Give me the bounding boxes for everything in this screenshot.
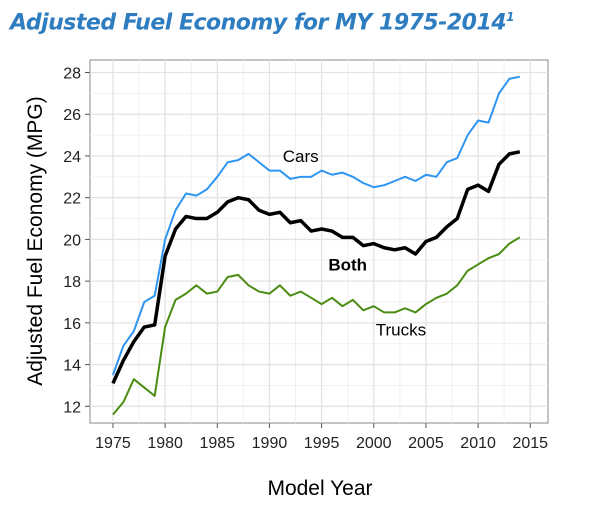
y-tick-label: 28 (63, 66, 81, 83)
title-footnote-mark: 1 (506, 10, 514, 24)
chart-title-text: Adjusted Fuel Economy for MY 1975-2014 (10, 10, 507, 36)
y-axis-label: Adjusted Fuel Economy (MPG) (24, 96, 47, 385)
x-tick-label: 1975 (95, 435, 131, 452)
x-tick-label: 1980 (147, 435, 183, 452)
y-tick-label: 16 (63, 316, 81, 333)
x-tick-label: 2010 (460, 435, 496, 452)
y-tick-label: 12 (63, 399, 81, 416)
y-tick-label: 22 (63, 191, 81, 208)
x-tick-label: 2000 (356, 435, 392, 452)
y-tick-label: 14 (63, 358, 81, 375)
chart-title: Adjusted Fuel Economy for MY 1975-20141 (10, 10, 514, 35)
plot-frame (89, 59, 549, 424)
y-tick-label: 20 (63, 232, 81, 249)
series-label-cars: Cars (283, 147, 319, 166)
x-tick-label: 2005 (408, 435, 444, 452)
x-axis-label: Model Year (267, 477, 372, 500)
series-line-both (111, 150, 521, 385)
y-tick-label: 26 (63, 107, 81, 124)
y-tick-label: 24 (63, 149, 81, 166)
x-tick-label: 1995 (304, 435, 340, 452)
x-tick-label: 1990 (252, 435, 288, 452)
series-label-both: Both (328, 256, 367, 275)
series-line-trucks (112, 236, 521, 416)
y-tick-label: 18 (63, 274, 81, 291)
x-tick-label: 2015 (512, 435, 548, 452)
x-tick-label: 1985 (199, 435, 235, 452)
series-label-trucks: Trucks (376, 320, 426, 339)
series-line-cars (112, 75, 521, 376)
